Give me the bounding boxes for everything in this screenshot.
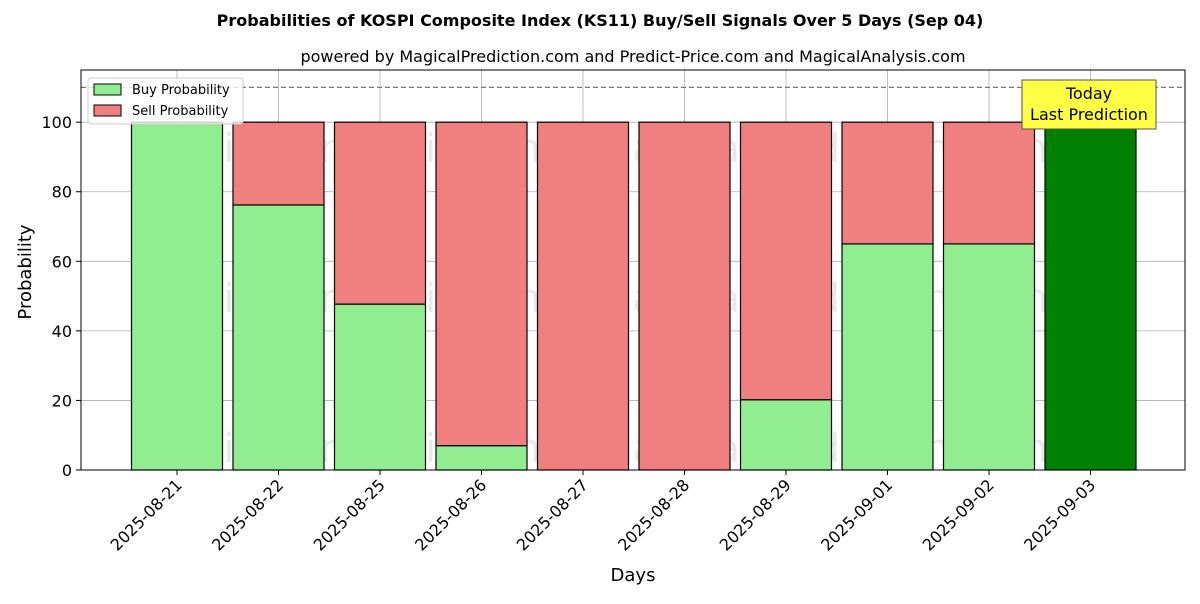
x-tick-label: 2025-09-01 [817, 475, 896, 554]
y-tick-label: 0 [62, 461, 72, 480]
bar-buy [841, 243, 934, 471]
bar-buy [435, 445, 528, 471]
bar-sell [435, 121, 528, 447]
bars-layer [130, 121, 1137, 471]
bar-buy [130, 121, 224, 471]
legend-swatch-sell [93, 104, 122, 117]
x-tick-label: 2025-08-26 [411, 475, 490, 554]
bar-sell [739, 121, 833, 401]
legend: Buy Probability Sell Probability [87, 77, 244, 125]
annotation-box [1021, 79, 1157, 130]
y-tick-label: 80 [52, 183, 72, 202]
x-tick-label: 2025-08-25 [310, 475, 389, 554]
bar-sell [942, 121, 1036, 245]
x-axis-label: Days [611, 565, 656, 586]
bar-buy [232, 204, 325, 471]
chart-title: Probabilities of KOSPI Composite Index (… [217, 11, 984, 30]
bar-buy [333, 303, 427, 471]
x-tick-label: 2025-08-29 [716, 475, 795, 554]
legend-box [87, 77, 244, 125]
annotation-line1: Today [1065, 84, 1112, 103]
bar-buy [739, 399, 833, 471]
bar-sell [638, 121, 731, 471]
bar-sell [333, 121, 427, 305]
y-tick-label: 20 [52, 391, 72, 410]
bar-sell [536, 121, 630, 471]
x-tick-label: 2025-08-28 [614, 475, 693, 554]
x-tick-label: 2025-08-21 [107, 475, 186, 554]
bar-sell [232, 121, 325, 206]
x-tick-label: 2025-08-22 [208, 475, 287, 554]
legend-label-sell: Sell Probability [132, 104, 229, 119]
bar-buy [1044, 121, 1137, 471]
y-tick-label: 100 [41, 113, 72, 132]
bar-buy [942, 243, 1036, 471]
y-axis-label: Probability [15, 224, 36, 319]
annotation-line2: Last Prediction [1030, 105, 1148, 124]
chart-subtitle: powered by MagicalPrediction.com and Pre… [300, 47, 965, 66]
bar-sell [841, 121, 934, 245]
x-tick-label: 2025-09-03 [1020, 475, 1099, 554]
x-tick-label: 2025-09-02 [919, 475, 998, 554]
legend-label-buy: Buy Probability [132, 83, 230, 98]
today-annotation: Today Last Prediction [1021, 79, 1157, 130]
y-tick-label: 60 [52, 252, 72, 271]
x-tick-label: 2025-08-27 [513, 475, 592, 554]
legend-swatch-buy [93, 83, 122, 96]
plot-frame [80, 69, 1186, 471]
y-tick-label: 40 [52, 322, 72, 341]
